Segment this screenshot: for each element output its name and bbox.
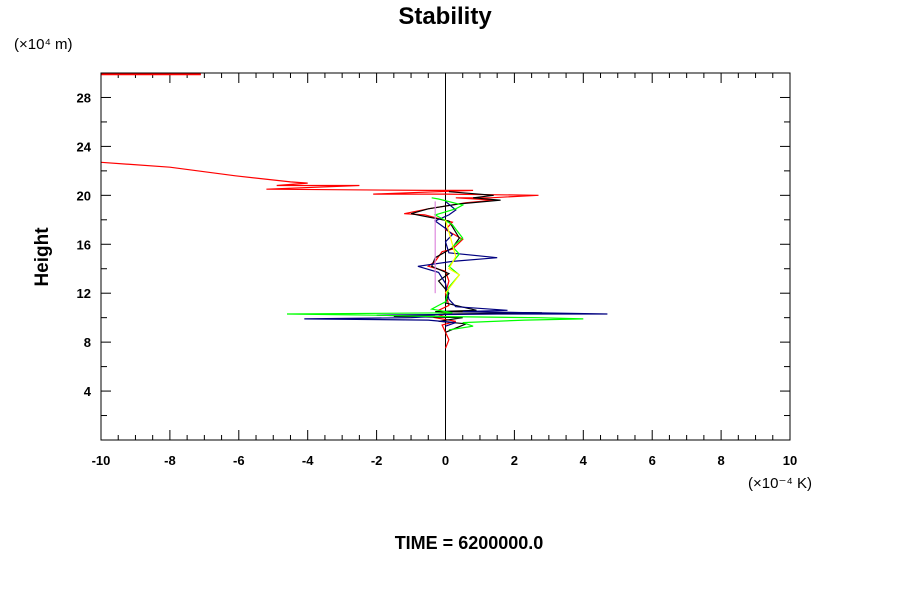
time-label: TIME = 6200000.0	[395, 533, 544, 553]
series-green	[286, 197, 584, 331]
y-unit-label: (×10⁴ m)	[14, 36, 73, 53]
y-tick-label: 20	[77, 188, 91, 203]
x-tick-label: -10	[92, 453, 111, 468]
x-tick-label: -6	[233, 453, 245, 468]
x-tick-label: 4	[580, 453, 588, 468]
y-tick-label: 24	[77, 139, 92, 154]
y-tick-label: 8	[84, 335, 91, 350]
series-yellow	[444, 219, 461, 294]
x-tick-label: 6	[649, 453, 656, 468]
x-tick-label: 0	[442, 453, 449, 468]
y-axis-label: Height	[32, 227, 53, 287]
x-tick-label: -4	[302, 453, 314, 468]
x-tick-label: -2	[371, 453, 383, 468]
y-tick-label: 28	[77, 90, 91, 105]
x-unit-label: (×10⁻⁴ K)	[748, 475, 812, 492]
y-tick-label: 4	[84, 384, 92, 399]
y-tick-label: 16	[77, 237, 91, 252]
series-navy	[304, 200, 608, 327]
chart-title: Stability	[398, 3, 492, 30]
x-tick-label: 10	[783, 453, 797, 468]
x-tick-label: 8	[717, 453, 724, 468]
plot-frame	[100, 72, 791, 441]
y-tick-label: 12	[77, 286, 91, 301]
x-tick-label: 2	[511, 453, 518, 468]
x-tick-label: -8	[164, 453, 176, 468]
